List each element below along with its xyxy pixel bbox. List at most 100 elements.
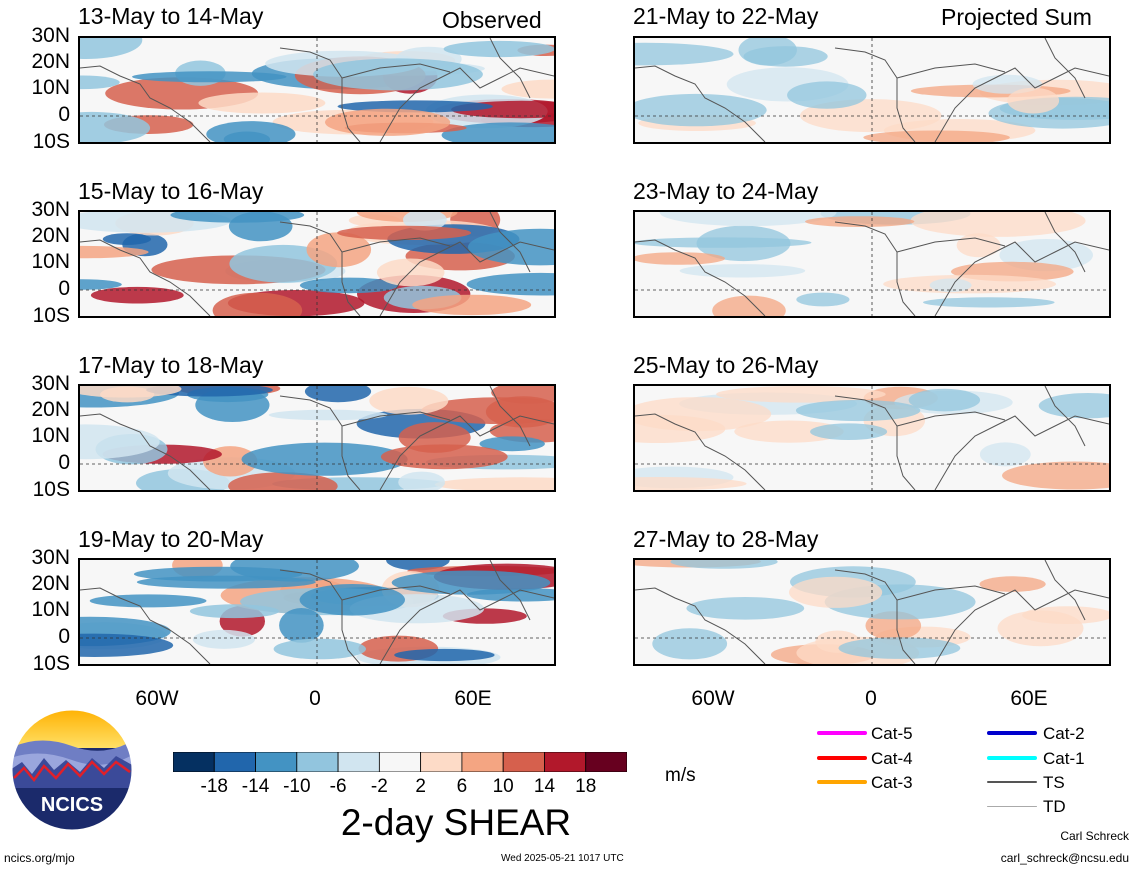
lat-label: 10N: [31, 598, 70, 621]
legend-label: Cat-4: [871, 749, 913, 768]
panel-title: 25-May to 26-May: [633, 352, 819, 378]
coastline: [896, 411, 1006, 427]
coastline: [489, 212, 531, 273]
shear-map: [633, 384, 1111, 492]
panel-title: 17-May to 18-May: [78, 352, 264, 378]
colorbar-swatch: [172, 751, 215, 773]
legend-line: [987, 731, 1037, 735]
colorbar-tick-label: 2: [415, 776, 426, 797]
legend-label: TS: [1043, 773, 1065, 792]
coastline: [896, 237, 1006, 253]
lat-label: 0: [58, 277, 70, 300]
timestamp: Wed 2025-05-21 1017 UTC: [501, 853, 624, 864]
lat-label: 10S: [32, 304, 70, 327]
author-name: Carl Schreck: [1060, 829, 1129, 843]
legend-line: [987, 806, 1037, 807]
shear-map: [633, 36, 1111, 144]
source-url: ncics.org/mjo: [4, 851, 75, 865]
colorbar-swatch: [296, 751, 339, 773]
lat-label: 0: [58, 451, 70, 474]
lon-label-right: 0: [865, 687, 877, 710]
coastline: [1044, 560, 1086, 621]
coastline: [341, 411, 451, 427]
colorbar: [172, 751, 628, 773]
colorbar-swatch: [213, 751, 256, 773]
lat-label: 20N: [31, 224, 70, 247]
lat-label: 20N: [31, 50, 70, 73]
colorbar-swatch: [378, 751, 422, 773]
panel-title: 13-May to 14-May: [78, 3, 264, 29]
colorbar-tick-label: -18: [200, 776, 228, 797]
lat-label: 10S: [32, 130, 70, 153]
colorbar-swatch: [544, 751, 587, 773]
coastline: [80, 65, 211, 142]
coastline: [489, 560, 531, 621]
lon-label-left: 0: [309, 687, 321, 710]
author-email: carl_schreck@ncsu.edu: [1000, 851, 1129, 865]
lat-label: 0: [58, 103, 70, 126]
coastline: [80, 413, 211, 490]
colorbar-swatch: [337, 751, 380, 773]
coastline: [635, 587, 766, 664]
colorbar-swatch: [585, 751, 628, 773]
lat-label: 30N: [31, 372, 70, 395]
coastline: [635, 239, 766, 316]
colorbar-swatch: [420, 751, 463, 773]
colorbar-tick-label: -2: [370, 776, 388, 797]
legend-label: Cat-1: [1043, 749, 1085, 768]
logo-text: NCICS: [41, 794, 103, 816]
legend-label: Cat-2: [1043, 724, 1085, 743]
shear-map: [633, 210, 1111, 318]
coastline: [896, 585, 1006, 601]
coastline: [1044, 386, 1086, 447]
colorbar-swatch: [461, 751, 504, 773]
lon-label-right: 60W: [691, 687, 735, 710]
lat-label: 20N: [31, 572, 70, 595]
coastline: [489, 386, 531, 447]
coastline: [896, 63, 1006, 79]
coastline: [635, 413, 766, 490]
lat-label: 30N: [31, 24, 70, 47]
colorbar-tick-label: 6: [456, 776, 468, 797]
lon-label-right: 60E: [1010, 687, 1048, 710]
lat-label: 30N: [31, 546, 70, 569]
coastline: [341, 63, 451, 79]
colorbar-tick-label: 14: [533, 776, 556, 797]
legend-line: [817, 756, 867, 760]
coastline: [489, 38, 531, 99]
lat-label: 10N: [31, 250, 70, 273]
shear-map: [78, 558, 556, 666]
lon-label-left: 60E: [454, 687, 492, 710]
panel-title: 23-May to 24-May: [633, 178, 819, 204]
panel-title: 27-May to 28-May: [633, 526, 819, 552]
panel-title: 19-May to 20-May: [78, 526, 264, 552]
colorbar-tick-label: 10: [492, 776, 514, 797]
shear-map: [78, 36, 556, 144]
legend-label: Cat-5: [871, 724, 913, 743]
legend-label: Cat-3: [871, 773, 913, 792]
lat-label: 30N: [31, 198, 70, 221]
lat-label: 20N: [31, 398, 70, 421]
units-label: m/s: [665, 765, 696, 786]
coastline: [341, 237, 451, 253]
legend-line: [987, 756, 1037, 760]
projected-sum-label: Projected Sum: [941, 4, 1092, 30]
legend-line: [817, 731, 867, 735]
coastline: [1044, 212, 1086, 273]
legend-line: [987, 781, 1037, 783]
shear-map: [78, 210, 556, 318]
lat-label: 10S: [32, 478, 70, 501]
shear-map: [633, 558, 1111, 666]
lat-label: 10N: [31, 424, 70, 447]
coastline: [80, 239, 211, 316]
lon-label-left: 60W: [135, 687, 179, 710]
panel-title: 21-May to 22-May: [633, 3, 819, 29]
lat-label: 10S: [32, 652, 70, 675]
observed-label: Observed: [442, 7, 542, 33]
colorbar-swatch: [255, 751, 298, 773]
lat-label: 0: [58, 625, 70, 648]
ncics-logo: NCICS: [10, 708, 134, 832]
colorbar-tick-label: -14: [241, 776, 270, 797]
colorbar-tick-label: 18: [575, 776, 597, 797]
colorbar-tick-label: -10: [283, 776, 311, 797]
